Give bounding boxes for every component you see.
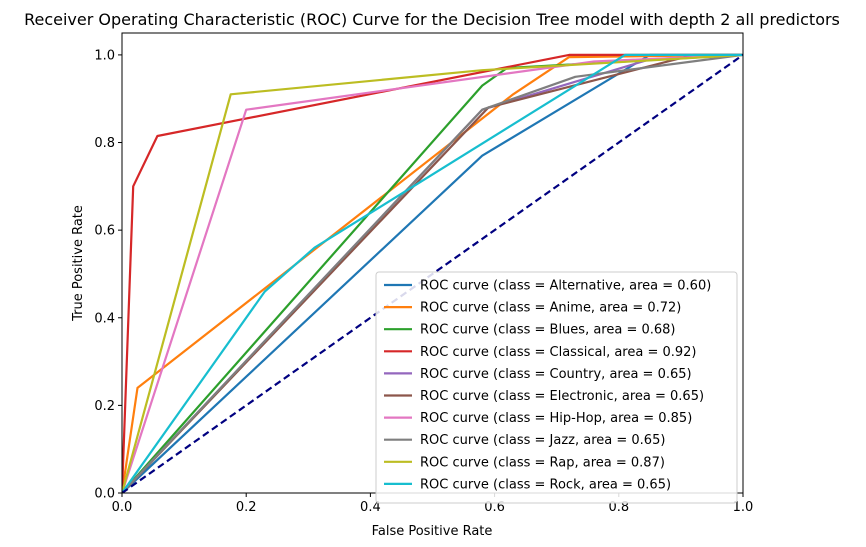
legend-entry-label: ROC curve (class = Rock, area = 0.65) [420, 477, 671, 492]
y-tick-label: 0.6 [94, 224, 115, 239]
legend-entry-label: ROC curve (class = Blues, area = 0.68) [420, 323, 676, 338]
x-axis-label: False Positive Rate [372, 524, 493, 539]
plot-area [122, 53, 743, 493]
legend-entry-label: ROC curve (class = Alternative, area = 0… [420, 279, 711, 294]
axes: 0.0 0.2 0.4 0.6 0.8 1.0 0.0 0.2 0.4 0.6 0.8 1.0 [94, 32, 754, 515]
y-tick-label: 0.0 [94, 487, 115, 502]
x-tick-label: 1.0 [733, 500, 754, 515]
chart-title: Receiver Operating Characteristic (ROC) … [24, 10, 840, 29]
y-tick-label: 0.4 [94, 311, 115, 326]
roc-line-series-7 [122, 53, 743, 493]
legend-entry-label: ROC curve (class = Classical, area = 0.9… [420, 345, 697, 360]
legend-entry-label: ROC curve (class = Electronic, area = 0.… [420, 389, 704, 404]
legend-box [375, 271, 738, 504]
x-tick-label: 0.6 [484, 500, 505, 515]
roc-line-series-9 [122, 53, 743, 493]
x-tick-label: 0.4 [360, 500, 381, 515]
legend: ROC curve (class = Alternative, area = 0… [375, 271, 738, 504]
y-axis-label: True Positive Rate [71, 205, 86, 322]
y-tick-label: 1.0 [94, 48, 115, 63]
x-tick-label: 0.8 [608, 500, 629, 515]
legend-entry-label: ROC curve (class = Country, area = 0.65) [420, 367, 692, 382]
x-tick-label: 0.2 [236, 500, 257, 515]
legend-entry-label: ROC curve (class = Anime, area = 0.72) [420, 301, 681, 316]
y-tick-label: 0.2 [94, 399, 115, 414]
x-tick-label: 0.0 [112, 500, 133, 515]
legend-entry-label: ROC curve (class = Rap, area = 0.87) [420, 455, 665, 470]
roc-line-series-1 [122, 53, 743, 493]
y-tick-label: 0.8 [94, 136, 115, 151]
legend-entry-label: ROC curve (class = Jazz, area = 0.65) [420, 433, 665, 448]
legend-entry-label: ROC curve (class = Hip-Hop, area = 0.85) [420, 411, 692, 426]
